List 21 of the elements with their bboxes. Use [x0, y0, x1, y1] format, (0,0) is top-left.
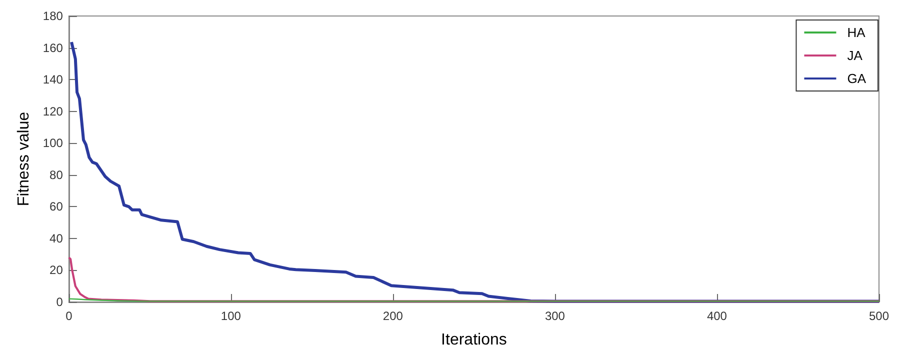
legend-label: HA [847, 25, 866, 40]
y-tick-label: 120 [42, 104, 64, 118]
y-tick-label: 80 [50, 168, 64, 182]
y-tick-label: 20 [50, 263, 64, 278]
x-axis-title: Iterations [441, 332, 507, 348]
y-tick-label: 180 [42, 9, 64, 23]
legend-label: JA [847, 48, 863, 63]
y-tick-label: 0 [56, 295, 64, 309]
x-tick-label: 300 [544, 309, 566, 323]
x-tick-label: 200 [382, 309, 404, 323]
legend-label: GA [847, 71, 866, 86]
y-tick-label: 160 [42, 40, 64, 55]
y-tick-label: 140 [42, 72, 64, 87]
x-tick-label: 100 [220, 309, 242, 323]
y-tick-label: 100 [42, 136, 64, 150]
x-tick-label: 0 [66, 309, 73, 323]
y-tick-label: 40 [50, 231, 64, 246]
y-tick-label: 60 [50, 200, 64, 214]
y-axis-title: Fitness value [16, 112, 32, 206]
x-tick-label: 500 [868, 309, 890, 323]
x-tick-label: 400 [706, 309, 728, 323]
